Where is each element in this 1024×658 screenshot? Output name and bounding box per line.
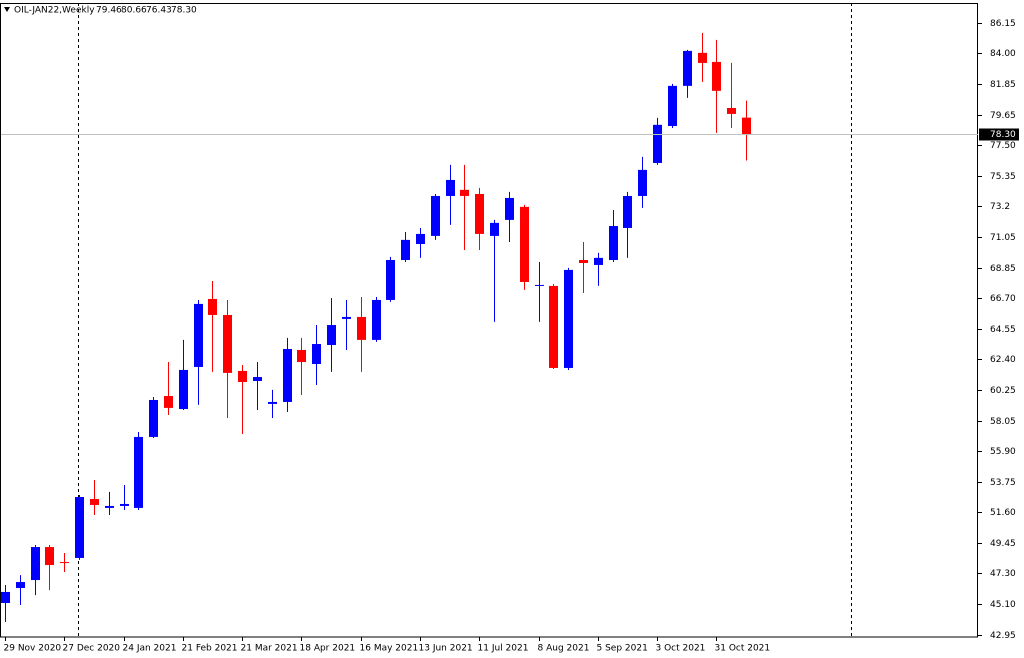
candle-body — [312, 344, 321, 364]
candle-body — [431, 195, 440, 236]
y-tick-label: 81.85 — [990, 80, 1016, 90]
candle-body — [549, 285, 558, 368]
candle-body — [342, 316, 351, 319]
candle-body — [16, 582, 25, 588]
candle-body — [208, 298, 217, 315]
y-tick-label: 51.60 — [990, 508, 1016, 518]
y-tick-label: 68.85 — [990, 264, 1016, 274]
candle-body — [105, 505, 114, 508]
candles — [1, 32, 751, 622]
candle-body — [742, 117, 751, 135]
candle-body — [60, 562, 69, 564]
plot-frame — [0, 3, 978, 638]
x-tick-label: 21 Mar 2021 — [241, 644, 298, 654]
candle-body — [297, 349, 306, 363]
candle-body — [164, 396, 173, 408]
x-tick-label: 27 Dec 2020 — [63, 644, 121, 654]
symbol-menu-icon[interactable] — [4, 7, 10, 12]
header-open: 79.46 — [96, 6, 122, 16]
current-price-label: 78.30 — [990, 130, 1016, 140]
candle-body — [446, 179, 455, 196]
candle-body — [653, 124, 662, 163]
y-tick-label: 49.45 — [990, 539, 1016, 549]
candle-body — [475, 193, 484, 234]
candle-body — [90, 499, 99, 505]
candle-body — [149, 399, 158, 437]
x-tick-label: 3 Oct 2021 — [656, 644, 706, 654]
candle-body — [31, 547, 40, 581]
y-tick-label: 55.90 — [990, 447, 1016, 457]
candle-body — [564, 269, 573, 368]
candle-body — [327, 325, 336, 346]
x-tick-label: 13 Jun 2021 — [419, 644, 473, 654]
x-tick-label: 24 Jan 2021 — [123, 644, 177, 654]
y-tick-label: 66.70 — [990, 294, 1016, 304]
candle-body — [712, 61, 721, 91]
candle-body — [638, 169, 647, 196]
candle-body — [594, 257, 603, 265]
x-tick-label: 16 May 2021 — [360, 644, 419, 654]
candle-body — [683, 50, 692, 86]
y-tick-label: 79.65 — [990, 111, 1016, 121]
candle-body — [668, 85, 677, 126]
current-price-box — [979, 128, 1019, 141]
candle-body — [45, 547, 54, 566]
y-tick-label: 42.95 — [990, 631, 1016, 641]
candle-body — [1, 591, 10, 603]
candle-body — [579, 260, 588, 263]
candle-body — [179, 369, 188, 410]
symbol-label: OIL-JAN22,Weekly — [14, 6, 95, 16]
candle-body — [401, 239, 410, 261]
x-tick-label: 31 Oct 2021 — [715, 644, 771, 654]
candle-body — [505, 197, 514, 220]
x-tick-label: 5 Sep 2021 — [597, 644, 648, 654]
y-tick-label: 60.25 — [990, 386, 1016, 396]
candle-body — [609, 225, 618, 261]
candle-body — [386, 260, 395, 300]
candle-body — [520, 206, 529, 282]
y-tick-label: 62.40 — [990, 355, 1016, 365]
y-tick-label: 53.75 — [990, 478, 1016, 488]
candle-body — [268, 401, 277, 404]
candle-body — [490, 222, 499, 236]
y-tick-label: 73.2 — [990, 202, 1010, 212]
candle-body — [283, 348, 292, 402]
candle-body — [238, 370, 247, 382]
x-tick-label: 8 Aug 2021 — [538, 644, 590, 654]
x-tick-label: 18 Apr 2021 — [300, 644, 356, 654]
header-low: 76.43 — [146, 6, 172, 16]
y-tick-label: 75.35 — [990, 172, 1016, 182]
candle-body — [253, 377, 262, 381]
candle-body — [727, 107, 736, 114]
y-tick-label: 84.00 — [990, 49, 1016, 59]
candle-body — [372, 299, 381, 340]
candle-body — [535, 284, 544, 286]
candle-body — [460, 189, 469, 196]
x-tick-label: 29 Nov 2020 — [4, 644, 62, 654]
candle-body — [194, 303, 203, 367]
candle-body — [75, 497, 84, 558]
x-tick-label: 21 Feb 2021 — [182, 644, 238, 654]
y-tick-label: 45.10 — [990, 600, 1016, 610]
candle-body — [223, 314, 232, 373]
candle-body — [134, 436, 143, 508]
y-tick-label: 58.05 — [990, 417, 1016, 427]
candle-body — [357, 316, 366, 340]
y-tick-label: 47.30 — [990, 569, 1016, 579]
y-tick-label: 71.05 — [990, 233, 1016, 243]
header-close: 78.30 — [171, 6, 197, 16]
candle-body — [623, 195, 632, 228]
y-tick-label: 77.50 — [990, 141, 1016, 151]
candle-body — [698, 52, 707, 63]
candle-body — [416, 233, 425, 244]
y-tick-label: 86.15 — [990, 19, 1016, 29]
candle-body — [120, 503, 129, 506]
y-tick-label: 64.55 — [990, 325, 1016, 335]
header-high: 80.66 — [121, 6, 147, 16]
x-tick-label: 11 Jul 2021 — [478, 644, 529, 654]
